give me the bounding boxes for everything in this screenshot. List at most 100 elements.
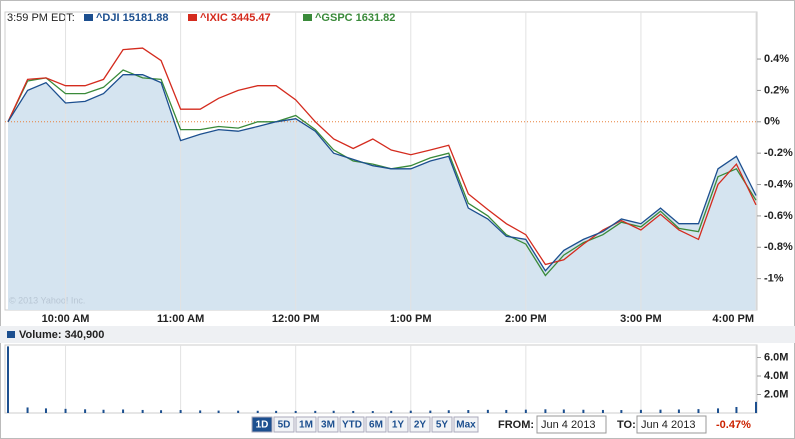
controls: 1D 5D 1M 3M YTD 6M 1Y 2Y 5Y Max FROM: Jun 4 2013 TO:… [251,415,751,434]
volume-bar [429,410,432,413]
y-tick-label: -0.2% [764,147,793,159]
volume-bar [717,408,720,413]
x-tick-label: 1:00 PM [390,313,432,325]
to-label: TO: [617,419,636,431]
y-tick-label: -0.8% [764,241,793,253]
volume-bar [64,408,67,413]
volume-bar [7,346,9,413]
series-line [7,74,757,272]
change-value: -0.47% [716,419,751,431]
range-button[interactable] [273,416,295,433]
volume-bar [697,409,700,413]
volume-bar [294,410,297,413]
x-tick-label: 2:00 PM [505,313,547,325]
range-button-label[interactable]: 5D [278,420,291,431]
legend-swatch [303,14,312,21]
volume-bar [447,410,450,413]
range-button-label[interactable]: 3M [321,420,335,431]
volume-bar [755,401,757,413]
to-input[interactable] [636,415,707,434]
legend-label: ^DJI 15181.88 [96,12,168,24]
volume-bar [639,409,642,413]
volume-bar [544,409,547,413]
legend-label: ^IXIC 3445.47 [200,12,271,24]
x-tick-label: 4:00 PM [712,313,754,325]
price-chart: © 2013 Yahoo! Inc. 10:00 AM 11:00 AM 12:00 … [5,12,793,325]
volume-bar [314,410,317,413]
range-button-label[interactable]: 2Y [414,420,427,431]
y-tick-label: 4.0M [764,370,788,382]
legend: ^DJI 15181.88 ^IXIC 3445.47 ^GSPC 1631.82 [84,12,395,24]
range-button[interactable] [453,416,479,433]
volume-bar [179,410,182,413]
range-button[interactable] [409,416,431,433]
to-value[interactable]: Jun 4 2013 [641,419,695,431]
volume-bar [562,409,565,413]
volume-bar [160,410,163,413]
volume-bar [601,409,604,413]
volume-bar [122,409,125,413]
range-button-label[interactable]: 5Y [436,420,449,431]
series-line [7,69,757,277]
volume-bar [275,410,278,413]
volume-bar [735,406,738,413]
volume-bar [332,410,335,413]
volume-bar [237,410,240,413]
volume-chart: Volume: 340,900 2.0M 4.0M 6.0M [7,329,788,413]
range-button[interactable] [365,416,387,433]
volume-swatch [7,331,15,338]
from-input[interactable] [536,415,607,434]
time-label: 3:59 PM EDT: [7,12,75,24]
y-tick-label: 6.0M [764,351,788,363]
x-tick-label: 11:00 AM [157,313,204,325]
volume-bar [84,409,87,413]
volume-bar [620,410,623,413]
volume-bar [390,410,393,413]
volume-bar [256,410,259,413]
volume-bar [505,409,508,413]
y-tick-label: -1% [764,273,784,285]
volume-bar [352,410,355,413]
range-button[interactable] [339,416,365,433]
range-button[interactable] [251,416,273,433]
y-tick-label: 2.0M [764,388,788,400]
x-tick-label: 3:00 PM [620,313,662,325]
y-tick-label: 0% [764,116,780,128]
volume-bar [677,409,680,413]
volume-bar [217,410,220,413]
volume-bar [486,409,489,413]
legend-label: ^GSPC 1631.82 [315,12,395,24]
range-button[interactable] [317,416,339,433]
from-value[interactable]: Jun 4 2013 [541,419,595,431]
series-line [7,47,757,266]
volume-bar [102,409,105,413]
legend-swatch [84,14,93,21]
y-tick-label: 0.2% [764,84,789,96]
volume-bar [467,410,470,413]
range-button[interactable] [387,416,409,433]
volume-bar [44,408,47,413]
y-tick-label: -0.6% [764,210,793,222]
range-button-label[interactable]: Max [456,420,476,431]
range-button[interactable] [431,416,453,433]
y-tick-label: -0.4% [764,178,793,190]
watermark: © 2013 Yahoo! Inc. [9,295,85,305]
volume-label: Volume: 340,900 [19,329,104,341]
volume-bar [199,410,202,413]
range-button[interactable] [295,416,317,433]
volume-bar [371,411,374,413]
volume-bar [582,409,585,413]
range-button-label[interactable]: 1Y [392,420,405,431]
volume-header-bar [0,326,795,343]
range-button-label[interactable]: 6M [369,420,383,431]
range-button-label[interactable]: 1M [299,420,313,431]
range-button-label[interactable]: 1D [256,420,269,431]
volume-plot [4,344,758,414]
volume-bar [524,409,527,413]
range-button-label[interactable]: YTD [342,420,362,431]
legend-swatch [188,14,197,21]
volume-bar [659,409,662,413]
volume-bar [141,409,144,413]
